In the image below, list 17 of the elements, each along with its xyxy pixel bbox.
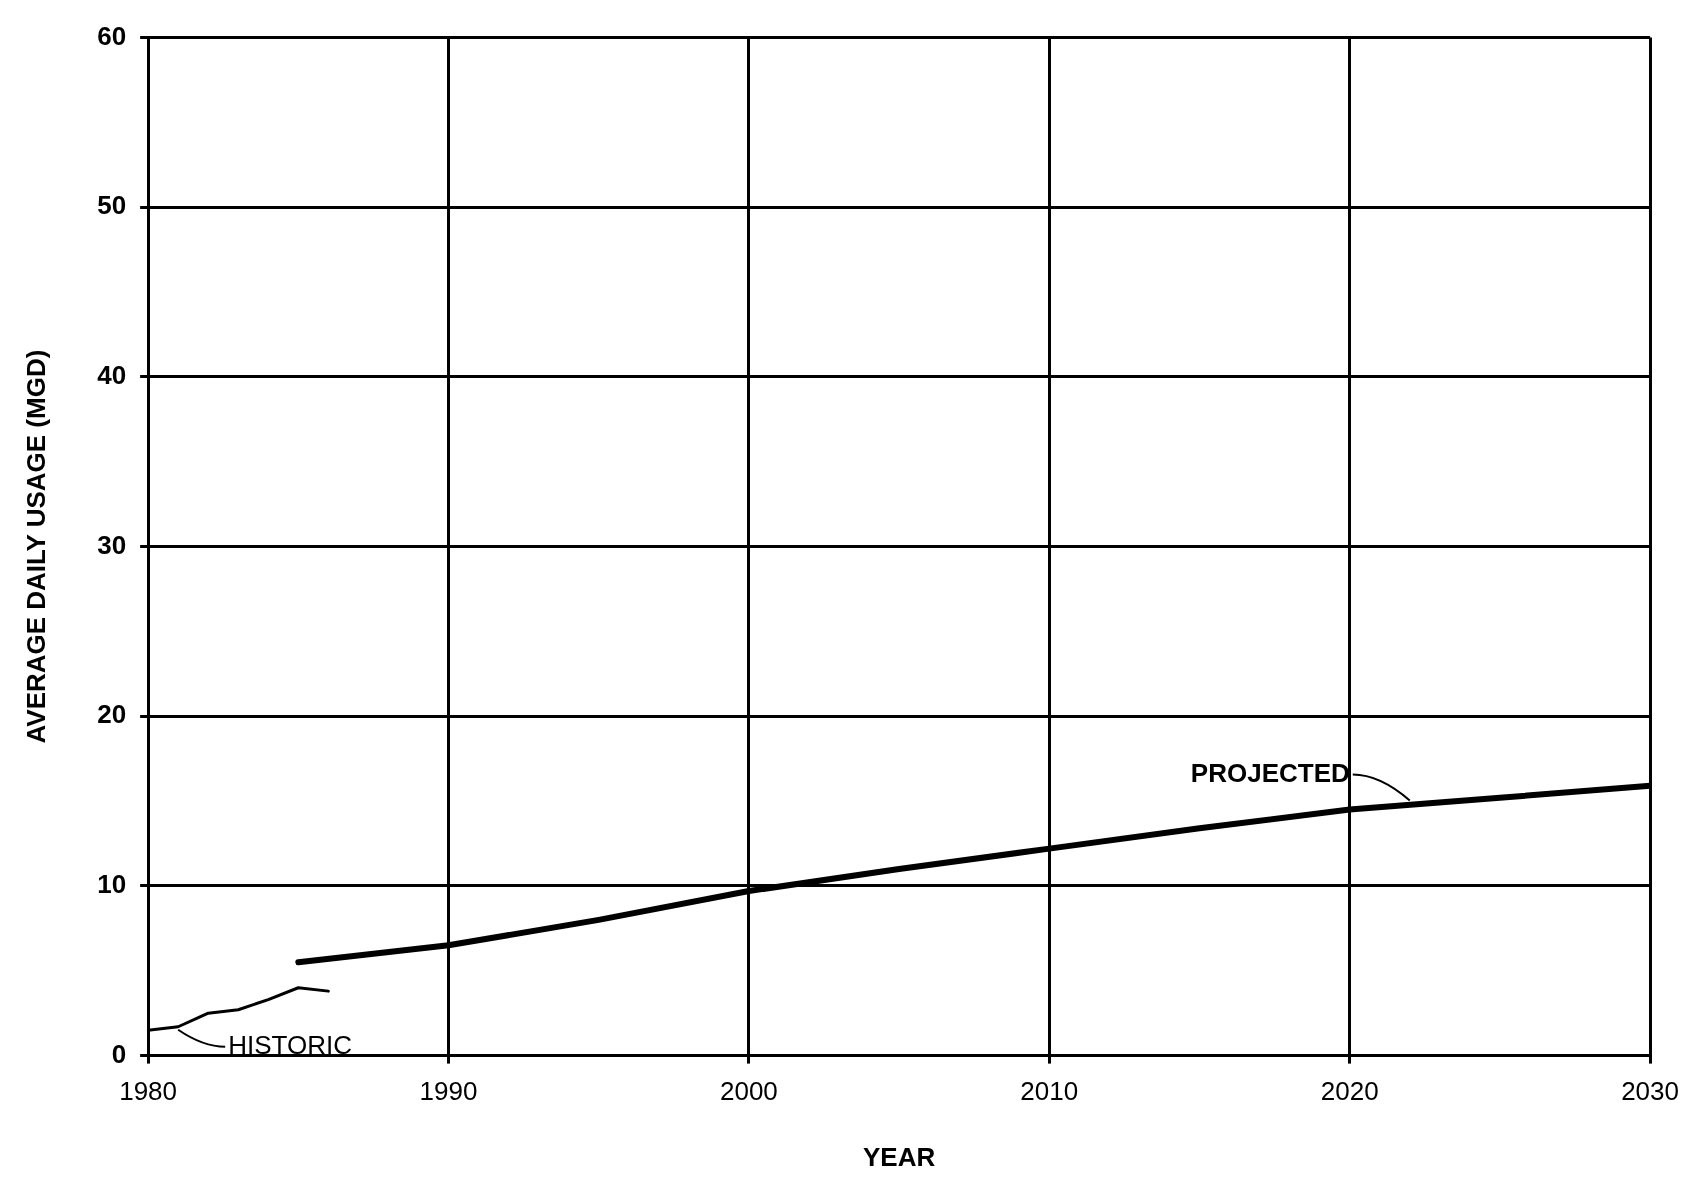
annotation: HISTORIC — [228, 1029, 352, 1060]
y-tick-label: 0 — [111, 1038, 127, 1069]
y-tick-label: 60 — [97, 20, 127, 51]
x-tick-label: 2030 — [1621, 1076, 1679, 1107]
y-tick-label: 50 — [97, 190, 127, 221]
annotation: PROJECTED — [1190, 757, 1350, 788]
x-axis-title: YEAR — [862, 1141, 936, 1172]
y-tick-label: 30 — [97, 529, 127, 560]
x-tick-label: 2020 — [1320, 1076, 1379, 1107]
x-tick-label: 2010 — [1020, 1076, 1079, 1107]
y-tick-label: 40 — [97, 360, 127, 391]
y-tick-label: 10 — [97, 869, 127, 900]
x-tick-label: 1990 — [419, 1076, 478, 1107]
x-tick-label: 1980 — [119, 1076, 178, 1107]
x-tick-label: 2000 — [719, 1076, 778, 1107]
y-tick-label: 20 — [97, 699, 127, 730]
y-axis-title: AVERAGE DAILY USAGE (MGD) — [20, 349, 51, 744]
